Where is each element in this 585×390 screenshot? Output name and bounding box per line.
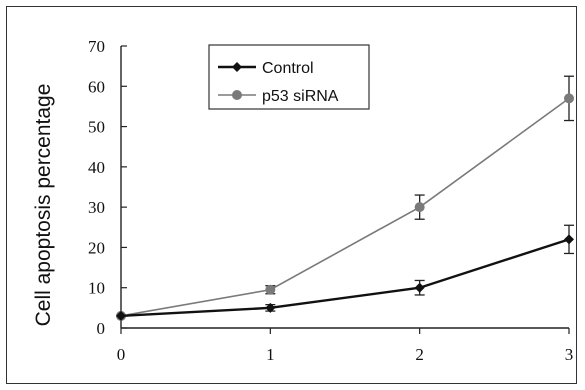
y-tick-label: 20 (88, 238, 105, 257)
legend-label: p53 siRNA (262, 88, 339, 105)
x-tick-label: 3 (565, 345, 574, 364)
data-point (415, 202, 425, 212)
y-tick-label: 70 (88, 37, 105, 56)
y-tick-label: 0 (97, 319, 106, 338)
y-tick-label: 60 (88, 77, 105, 96)
x-axis-ticks: 0 1 2 3 (117, 328, 574, 364)
legend: Control p53 siRNA (209, 45, 369, 109)
data-point (415, 283, 425, 293)
data-point (265, 285, 275, 295)
legend-marker (232, 90, 242, 100)
y-axis-label: Cell apoptosis percentage (32, 84, 55, 327)
y-tick-label: 10 (88, 279, 105, 298)
data-point (564, 93, 574, 103)
x-tick-label: 0 (117, 345, 126, 364)
series-layer (116, 76, 574, 321)
series-line (121, 98, 569, 316)
y-tick-label: 40 (88, 158, 105, 177)
data-point (564, 234, 574, 244)
y-tick-label: 50 (88, 118, 105, 137)
y-tick-label: 30 (88, 198, 105, 217)
series-control (116, 225, 574, 321)
x-tick-label: 1 (266, 345, 275, 364)
x-tick-label: 2 (415, 345, 424, 364)
legend-label: Control (262, 60, 314, 77)
series-p53-sirna (116, 76, 574, 321)
